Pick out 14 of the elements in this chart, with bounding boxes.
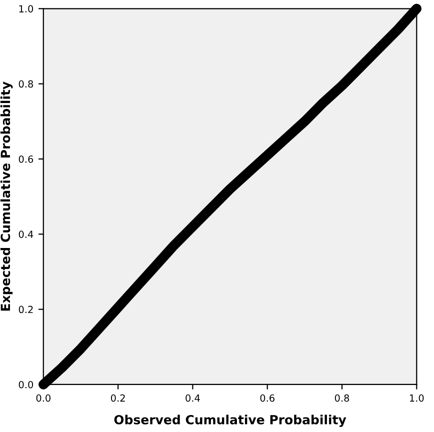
y-tick-label: 0.8 [18,80,34,88]
y-tick-label: 0.0 [18,380,34,388]
y-tick-label: 1.0 [19,5,34,12]
x-tick-label: 1.0 [410,394,424,402]
x-tick-label: 0.0 [36,394,50,402]
x-tick-label: 0.2 [110,394,125,402]
x-tick-label: 0.6 [260,394,274,402]
x-tick-label: 0.4 [186,394,200,402]
y-tick-label: 0.4 [18,230,34,238]
x-tick-label: 0.8 [334,394,350,402]
y-tick-label: 0.6 [18,155,34,163]
x-axis-title: Observed Cumulative Probability [114,414,346,427]
y-axis-title: Expected Cumulative Probability [0,82,13,311]
y-tick-label: 0.2 [18,306,33,314]
